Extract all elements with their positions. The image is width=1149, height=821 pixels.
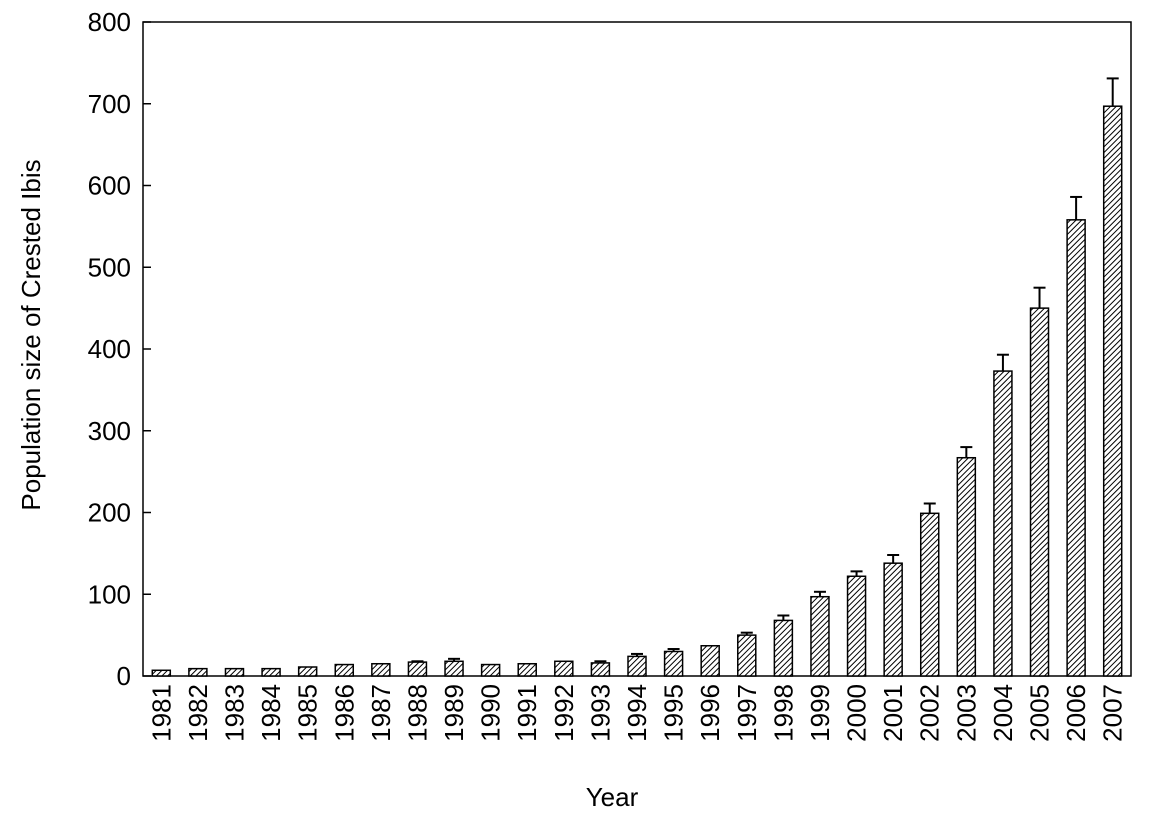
x-tick-label: 1997 [732,684,762,742]
x-tick-label: 1992 [549,684,579,742]
x-tick-label: 2002 [915,684,945,742]
x-tick-label: 1985 [293,684,323,742]
x-axis: 1981 1982 1983 1984 1985 1986 1987 1988 1989 1990… [146,684,1127,742]
x-tick-label: 1999 [805,684,835,742]
x-tick-label: 2007 [1098,684,1128,742]
x-tick-label: 1995 [659,684,689,742]
y-tick-label: 100 [88,579,131,609]
plot-area [142,21,1132,677]
bar [554,660,574,677]
bar [1066,219,1086,677]
bar [663,650,684,677]
bar [151,669,172,677]
bar [224,667,245,677]
x-tick-label: 1991 [512,684,542,742]
x-tick-label: 1981 [146,684,176,742]
bar [627,655,647,677]
x-tick-label: 1982 [183,684,213,742]
x-tick-label: 1996 [695,684,725,742]
bar [517,662,537,677]
bar [846,575,867,677]
bar [1102,105,1123,677]
x-tick-label: 1989 [439,684,469,742]
y-tick-label: 300 [88,416,131,446]
y-tick-label: 800 [88,7,131,37]
bar [297,666,318,677]
x-tick-label: 2001 [878,684,908,742]
bar [371,662,391,677]
x-tick-label: 2006 [1061,684,1091,742]
y-axis-title: Population size of Crested Ibis [16,159,46,510]
x-tick-label: 2003 [951,684,981,742]
y-tick-label: 400 [88,334,131,364]
bar [188,667,208,677]
y-tick-label: 700 [88,89,131,119]
bar [480,663,501,677]
x-tick-label: 1998 [768,684,798,742]
bar [407,661,428,677]
x-axis-title: Year [586,782,639,812]
y-tick-label: 200 [88,498,131,528]
bars [151,77,1123,677]
x-tick-label: 1990 [476,684,506,742]
bar [1029,307,1050,677]
bar [993,370,1013,677]
x-tick-label: 1984 [256,684,286,742]
bar [590,662,611,677]
bar [700,645,720,677]
x-tick-label: 1987 [366,684,396,742]
bar [919,512,940,677]
y-tick-label: 500 [88,252,131,282]
x-tick-label: 1988 [402,684,432,742]
y-axis: 0 100 200 300 400 500 600 700 800 [88,7,151,691]
bar [810,595,830,677]
x-tick-label: 2004 [988,684,1018,742]
bar [773,619,794,677]
bar [334,663,355,677]
bar [883,562,903,677]
bar [737,634,757,677]
y-tick-label: 600 [88,171,131,201]
y-tick-label: 0 [117,661,131,691]
x-tick-label: 1993 [585,684,615,742]
x-tick-label: 1986 [329,684,359,742]
plot-frame [142,21,1132,677]
bar [956,456,977,677]
bar [444,660,464,677]
x-tick-label: 2000 [842,684,872,742]
bar [261,667,281,677]
x-tick-label: 2005 [1025,684,1055,742]
x-tick-label: 1983 [219,684,249,742]
x-tick-label: 1994 [622,684,652,742]
